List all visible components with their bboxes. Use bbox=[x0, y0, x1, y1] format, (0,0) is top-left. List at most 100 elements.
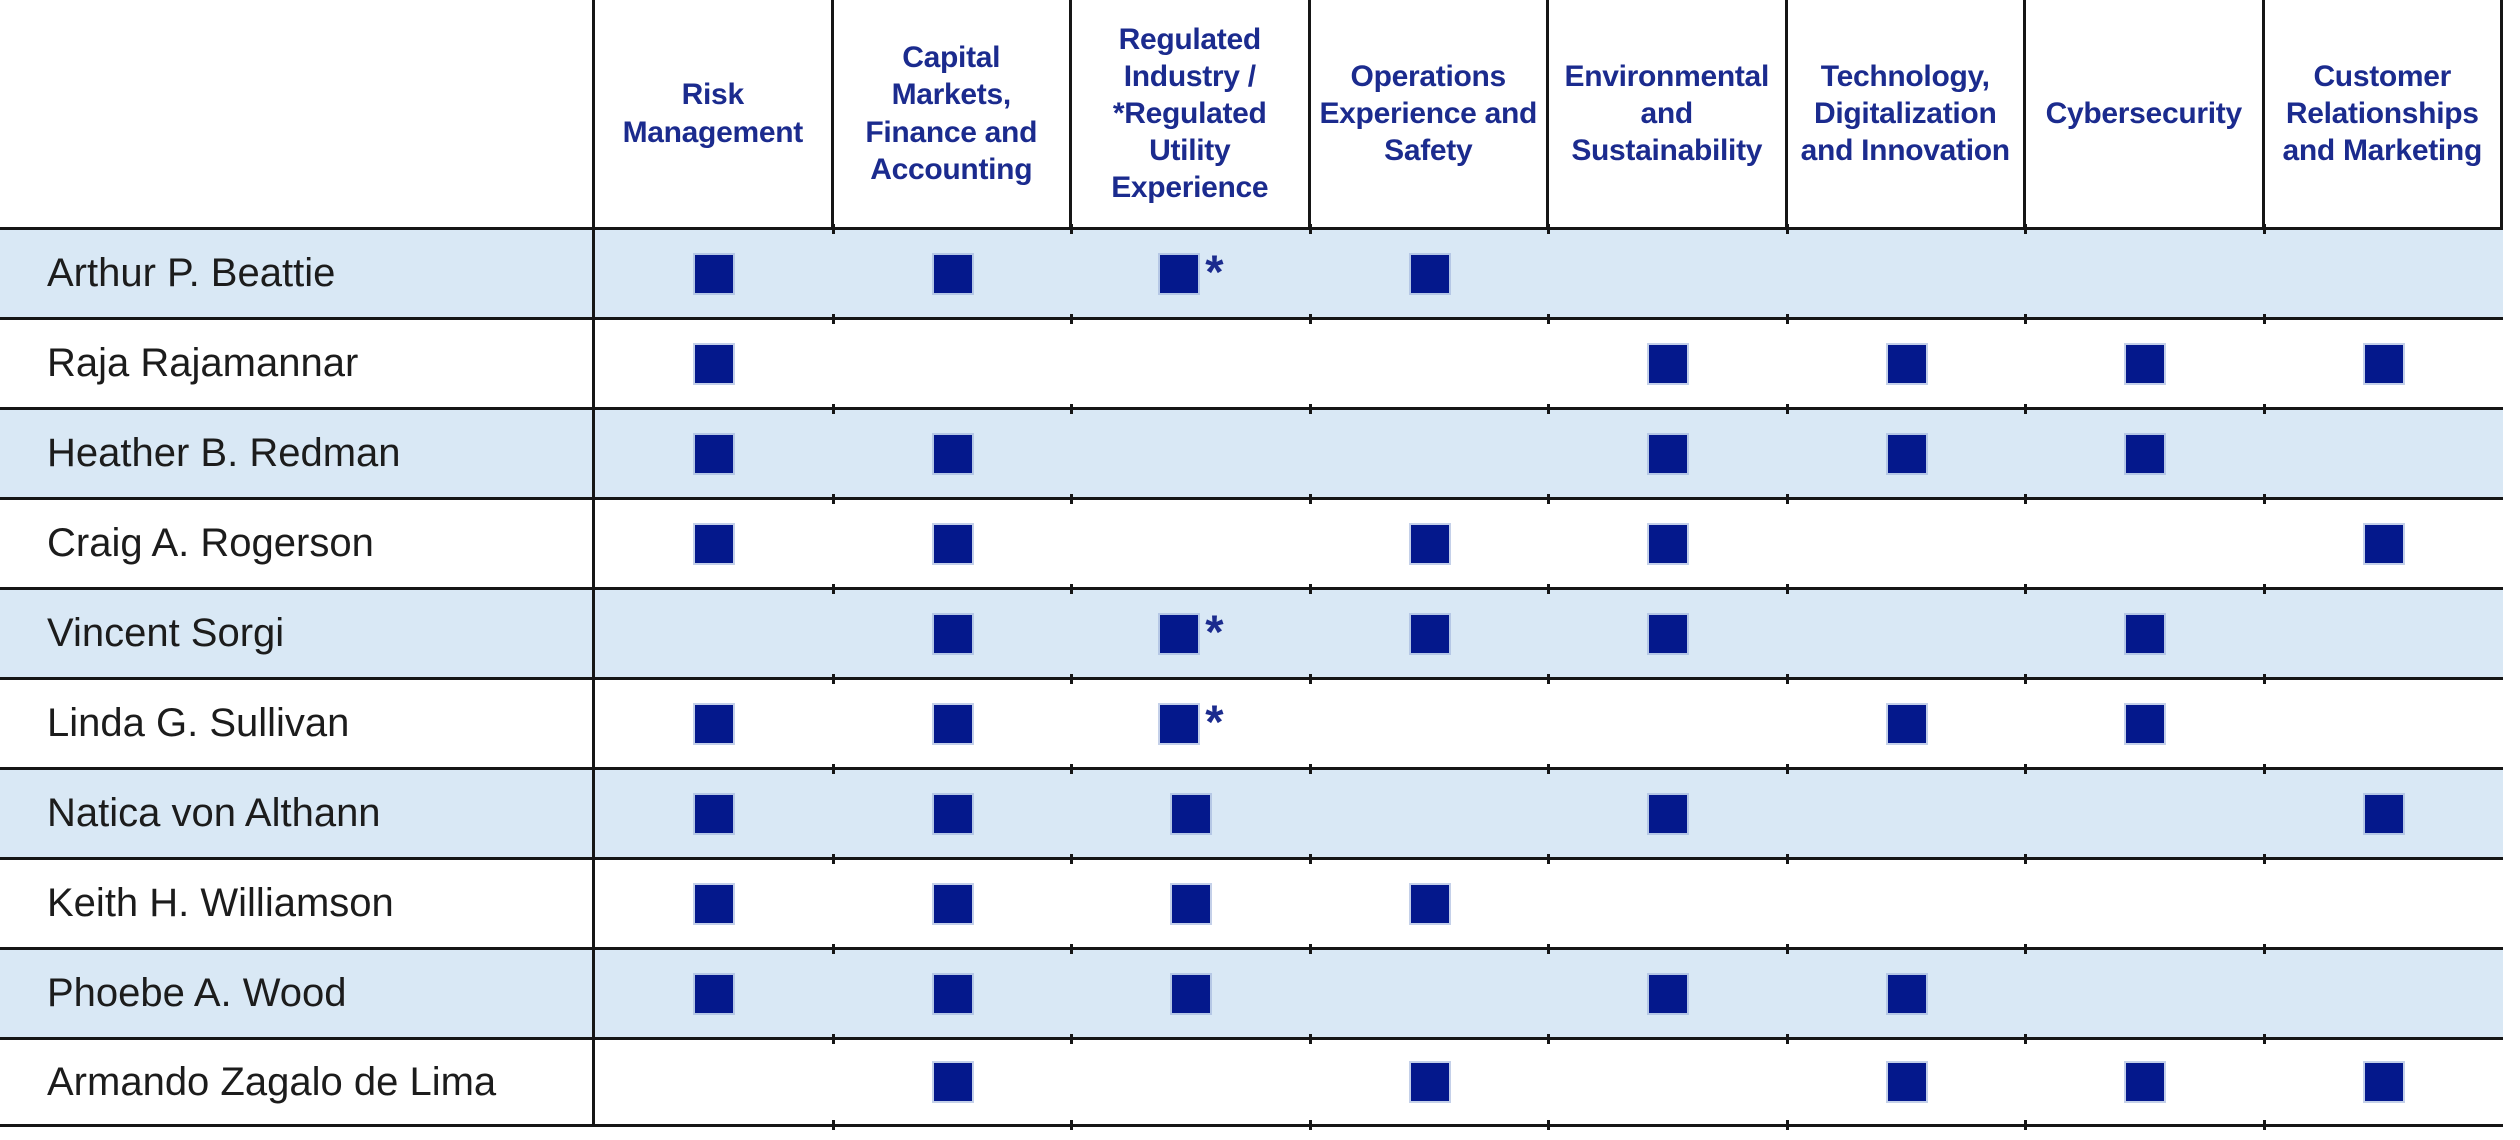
table-row: Armando Zagalo de Lima bbox=[0, 1034, 2504, 1130]
director-name: Heather B. Redman bbox=[0, 410, 595, 497]
header-row: Risk Management Capital Markets, Finance… bbox=[0, 0, 2503, 227]
skill-marker bbox=[1887, 344, 1926, 383]
column-header-regulated-industry-utility-experience: Regulated Industry / *Regulated Utility … bbox=[1072, 0, 1311, 227]
skill-marker bbox=[695, 794, 734, 833]
skill-marker bbox=[1649, 974, 1688, 1013]
director-name: Craig A. Rogerson bbox=[0, 500, 595, 587]
skill-cell bbox=[2262, 854, 2504, 947]
skill-marker bbox=[1887, 704, 1926, 743]
skill-marker bbox=[933, 434, 972, 473]
skill-cell bbox=[2262, 1034, 2504, 1130]
column-header-customer-relationships-marketing: Customer Relationships and Marketing bbox=[2265, 0, 2503, 227]
skill-cell bbox=[831, 854, 1073, 947]
skill-cell: * bbox=[1070, 674, 1311, 767]
skill-cell bbox=[595, 410, 834, 497]
skill-cell bbox=[1070, 314, 1311, 407]
skill-cell bbox=[2024, 314, 2265, 407]
skill-cell bbox=[1070, 1034, 1311, 1130]
asterisk-mark: * bbox=[1205, 244, 1224, 298]
skill-cell bbox=[1785, 404, 2027, 497]
column-header-operations-experience-safety: Operations Experience and Safety bbox=[1311, 0, 1549, 227]
skill-cell bbox=[1785, 494, 2027, 587]
skill-cell bbox=[1308, 1034, 1550, 1130]
director-name: Arthur P. Beattie bbox=[0, 230, 595, 317]
skill-cell bbox=[2262, 764, 2504, 857]
skill-cell bbox=[1785, 314, 2027, 407]
director-name: Raja Rajamannar bbox=[0, 320, 595, 407]
table-row: Keith H. Williamson bbox=[0, 854, 2504, 947]
director-name: Armando Zagalo de Lima bbox=[0, 1040, 595, 1124]
skill-cell bbox=[595, 860, 834, 947]
skill-cell bbox=[1547, 674, 1788, 767]
skill-cell bbox=[1308, 314, 1550, 407]
skill-cell bbox=[831, 584, 1073, 677]
skill-marker: * bbox=[1160, 698, 1224, 745]
skill-cell bbox=[1308, 584, 1550, 677]
skill-cell bbox=[595, 1040, 834, 1124]
asterisk-mark: * bbox=[1205, 604, 1224, 658]
skill-cell bbox=[1547, 764, 1788, 857]
director-name: Keith H. Williamson bbox=[0, 860, 595, 947]
skill-marker bbox=[1887, 1063, 1926, 1101]
skill-cell bbox=[1070, 494, 1311, 587]
skill-cell bbox=[831, 314, 1073, 407]
skill-cell bbox=[831, 674, 1073, 767]
skill-cell bbox=[1785, 854, 2027, 947]
skill-cell bbox=[2024, 584, 2265, 677]
skills-matrix-body: Arthur P. Beattie * Raja Rajamannar Heather… bbox=[0, 224, 2504, 1130]
column-header-technology-digitalization-innovation: Technology, Digitalization and Innovatio… bbox=[1788, 0, 2026, 227]
skill-cell bbox=[595, 950, 834, 1037]
skill-marker bbox=[933, 884, 972, 923]
column-header-environmental-sustainability: Environmental and Sustainability bbox=[1549, 0, 1788, 227]
skill-cell bbox=[1308, 224, 1550, 317]
skill-cell bbox=[2024, 404, 2265, 497]
skill-marker bbox=[933, 704, 972, 743]
skill-cell bbox=[831, 404, 1073, 497]
skill-cell bbox=[1547, 404, 1788, 497]
skill-marker bbox=[695, 434, 734, 473]
skill-cell bbox=[1785, 674, 2027, 767]
skill-cell bbox=[2024, 944, 2265, 1037]
director-name: Vincent Sorgi bbox=[0, 590, 595, 677]
skill-marker bbox=[695, 524, 734, 563]
skill-cell bbox=[1547, 1034, 1788, 1130]
skill-cell bbox=[1785, 764, 2027, 857]
skill-marker bbox=[1172, 884, 1211, 923]
name-column-header bbox=[0, 0, 595, 227]
skill-cell bbox=[1070, 764, 1311, 857]
skill-marker bbox=[2364, 344, 2403, 383]
column-header-cybersecurity: Cybersecurity bbox=[2026, 0, 2265, 227]
skill-cell bbox=[2262, 584, 2504, 677]
table-row: Arthur P. Beattie * bbox=[0, 224, 2503, 317]
skill-marker bbox=[933, 614, 972, 653]
asterisk-mark: * bbox=[1205, 694, 1224, 748]
skill-marker bbox=[933, 1063, 972, 1101]
skill-cell bbox=[1547, 854, 1788, 947]
column-header-risk-management: Risk Management bbox=[595, 0, 834, 227]
skill-marker bbox=[1649, 434, 1688, 473]
skill-marker: * bbox=[1160, 608, 1224, 655]
skill-marker bbox=[695, 344, 734, 383]
skill-cell bbox=[1070, 404, 1311, 497]
skill-cell bbox=[2024, 224, 2265, 317]
skill-cell bbox=[1308, 854, 1550, 947]
skill-cell bbox=[595, 590, 834, 677]
table-row: Vincent Sorgi * bbox=[0, 584, 2504, 677]
skill-marker bbox=[2126, 1063, 2165, 1101]
skill-marker bbox=[1410, 614, 1449, 653]
skill-marker bbox=[1649, 794, 1688, 833]
skill-cell bbox=[831, 944, 1073, 1037]
table-row: Heather B. Redman bbox=[0, 404, 2503, 497]
skill-cell bbox=[2024, 674, 2265, 767]
skill-marker bbox=[1410, 1063, 1449, 1101]
skill-cell bbox=[2024, 1034, 2265, 1130]
skill-marker bbox=[2126, 614, 2165, 653]
skill-cell: * bbox=[1070, 224, 1311, 317]
skill-cell bbox=[2024, 764, 2265, 857]
skill-cell bbox=[1070, 854, 1311, 947]
director-name: Linda G. Sullivan bbox=[0, 680, 595, 767]
skill-marker bbox=[2126, 434, 2165, 473]
skill-cell bbox=[1547, 224, 1788, 317]
skill-marker bbox=[2364, 524, 2403, 563]
